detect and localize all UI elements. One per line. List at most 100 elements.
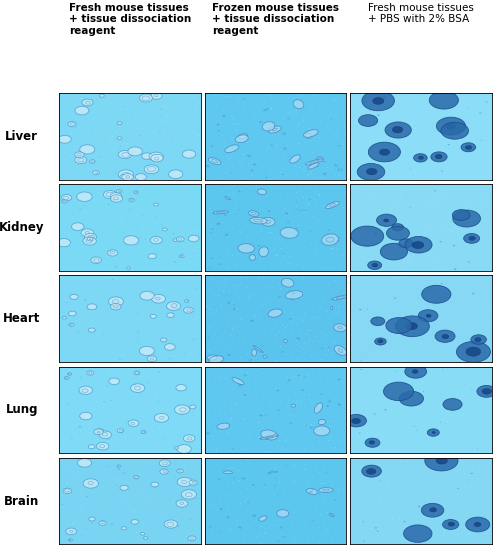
Point [227,463,235,472]
Point [241,476,249,484]
Point [219,287,227,295]
Point [271,464,279,473]
Point [240,334,248,343]
Point [186,437,194,446]
Point [329,147,337,156]
Point [395,146,403,155]
Point [164,333,172,342]
Point [462,202,470,211]
Ellipse shape [169,156,171,158]
Point [216,170,224,179]
Point [194,138,202,147]
Point [170,130,178,139]
Ellipse shape [297,375,300,376]
Point [104,362,112,371]
Point [464,529,472,538]
Point [87,144,95,153]
Point [144,246,152,255]
Point [102,196,110,205]
Ellipse shape [103,333,105,335]
Point [299,274,307,283]
Point [223,427,231,436]
Circle shape [109,378,120,385]
Circle shape [151,294,165,303]
Point [383,306,391,315]
Point [99,402,107,411]
Point [449,488,457,497]
Ellipse shape [287,118,290,120]
Point [288,372,296,381]
Point [416,174,424,182]
Ellipse shape [282,536,285,538]
Point [194,242,202,251]
Point [321,329,329,338]
Point [209,364,217,372]
Ellipse shape [119,359,121,360]
Point [313,221,321,230]
Point [443,289,451,298]
Point [433,426,441,435]
Ellipse shape [137,336,138,337]
Point [361,307,369,316]
Circle shape [68,122,76,127]
Circle shape [399,239,413,248]
Point [380,431,388,440]
Point [354,459,362,468]
Point [343,432,351,441]
Point [279,252,287,261]
Point [201,537,209,545]
Point [422,169,430,178]
Circle shape [430,507,437,512]
Point [191,276,199,285]
Point [156,242,164,251]
Ellipse shape [453,245,455,246]
Circle shape [173,305,177,308]
Point [216,372,224,381]
Ellipse shape [194,268,195,269]
Point [211,186,219,195]
Point [149,332,157,341]
Point [454,489,462,498]
Point [357,407,365,415]
Point [445,224,453,233]
Circle shape [57,239,71,247]
Point [253,227,261,236]
Point [257,224,265,233]
Point [60,148,68,156]
Ellipse shape [79,426,81,428]
Point [338,351,346,360]
Point [123,139,131,148]
Point [94,434,102,443]
Point [281,308,289,317]
Ellipse shape [174,483,176,484]
Point [164,324,172,333]
Point [309,336,317,345]
Point [348,302,356,311]
Point [176,139,184,148]
Point [133,142,141,150]
Point [173,194,181,203]
Point [448,431,456,440]
Point [64,166,72,175]
Point [479,287,487,295]
Point [433,285,441,294]
Text: Kidney: Kidney [0,221,44,234]
Point [134,491,142,500]
Ellipse shape [172,527,173,528]
Point [264,109,272,117]
Ellipse shape [115,172,117,174]
Point [73,327,81,336]
Point [221,138,229,147]
Point [170,172,178,181]
Point [228,222,236,231]
Point [307,238,315,247]
Point [73,161,81,170]
Ellipse shape [66,302,68,303]
Point [465,339,473,348]
Point [284,395,292,403]
Point [188,471,196,480]
Ellipse shape [329,514,334,517]
Ellipse shape [339,171,340,172]
Circle shape [120,175,127,179]
Point [347,241,355,250]
